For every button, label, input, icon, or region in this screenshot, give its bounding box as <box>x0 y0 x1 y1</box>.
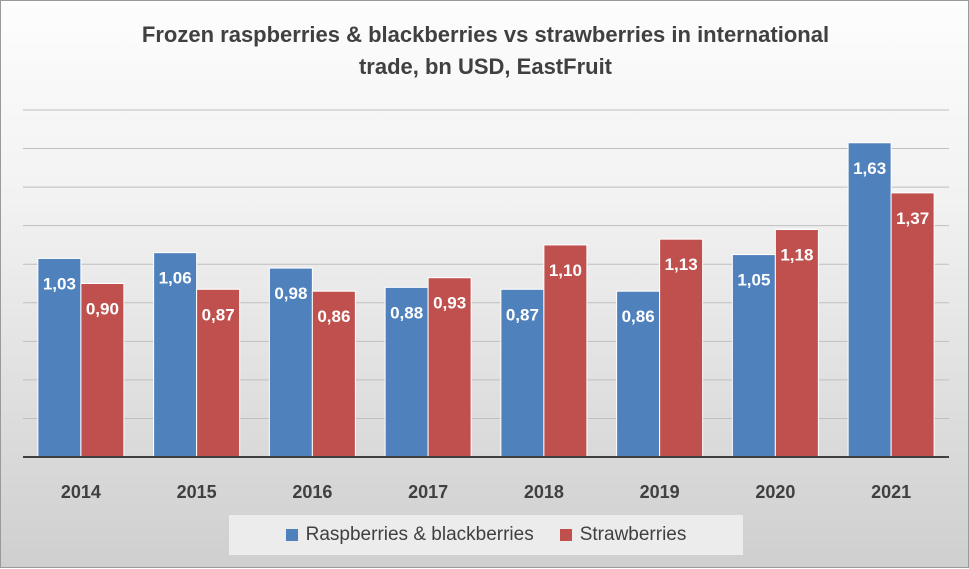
data-label: 1,10 <box>549 261 582 280</box>
data-label: 1,37 <box>896 209 929 228</box>
legend-item-raspberries: Raspberries & blackberries <box>285 524 534 546</box>
bar-raspberries <box>500 288 545 458</box>
bar-strawberries <box>890 192 935 458</box>
bar-strawberries <box>196 288 241 458</box>
data-label: 1,63 <box>853 159 886 178</box>
data-label: 0,98 <box>274 284 307 303</box>
data-label: 0,87 <box>202 305 235 324</box>
bar-raspberries <box>153 252 198 458</box>
x-tick-label: 2014 <box>61 482 101 502</box>
bar-strawberries <box>427 277 472 458</box>
data-label: 0,93 <box>433 294 466 313</box>
data-label: 0,86 <box>622 307 655 326</box>
data-label: 1,13 <box>665 255 698 274</box>
bar-raspberries <box>37 257 82 458</box>
x-tick-label: 2015 <box>177 482 217 502</box>
data-label: 0,87 <box>506 305 539 324</box>
chart-title-line-1: Frozen raspberries & blackberries vs str… <box>141 22 830 47</box>
bar-strawberries <box>543 244 588 458</box>
bar-strawberries <box>659 238 704 458</box>
x-tick-label: 2021 <box>871 482 911 502</box>
legend-swatch-raspberries <box>285 529 298 541</box>
chart-title: Frozen raspberries & blackberries vs str… <box>1 19 969 83</box>
legend-label-strawberries: Strawberries <box>579 524 687 545</box>
x-tick-label: 2016 <box>292 482 332 502</box>
legend: Raspberries & blackberries Strawberries <box>229 515 743 555</box>
chart-title-line-2: trade, bn USD, EastFruit <box>358 54 613 79</box>
data-label: 1,18 <box>780 246 813 265</box>
bar-raspberries <box>847 142 892 458</box>
data-label: 1,03 <box>43 274 76 293</box>
bar-strawberries <box>80 283 125 458</box>
data-label: 1,05 <box>737 271 770 290</box>
data-label: 0,88 <box>390 303 423 322</box>
data-label: 0,90 <box>86 300 119 319</box>
x-tick-label: 2020 <box>755 482 795 502</box>
x-tick-label: 2018 <box>524 482 564 502</box>
bar-raspberries <box>616 290 661 458</box>
data-label: 0,86 <box>317 307 350 326</box>
bar-strawberries <box>774 229 819 458</box>
bar-raspberries <box>731 254 776 458</box>
data-label: 1,06 <box>159 269 192 288</box>
x-tick-label: 2017 <box>408 482 448 502</box>
legend-item-strawberries: Strawberries <box>559 524 687 546</box>
bar-raspberries <box>384 286 429 458</box>
x-tick-label: 2019 <box>640 482 680 502</box>
legend-label-raspberries: Raspberries & blackberries <box>305 524 534 545</box>
legend-swatch-strawberries <box>559 529 572 541</box>
